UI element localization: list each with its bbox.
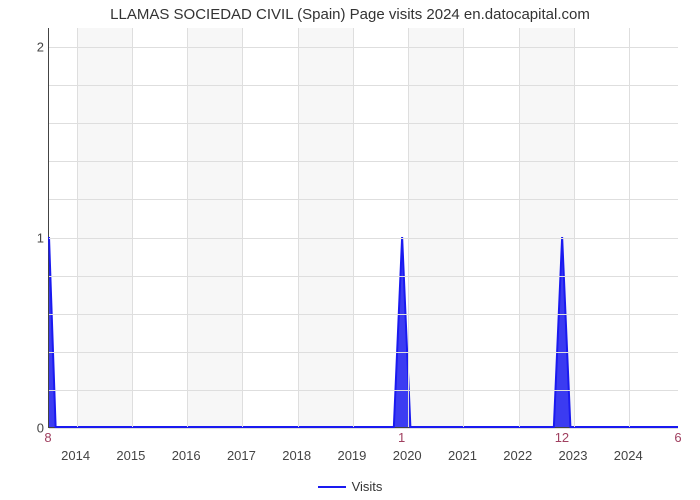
data-series <box>49 28 678 427</box>
y-gridline <box>49 199 678 200</box>
x-gridline <box>463 28 464 427</box>
x-tick-label: 2019 <box>337 448 366 463</box>
y-gridline <box>49 352 678 353</box>
x-tick-label: 2014 <box>61 448 90 463</box>
chart-title: LLAMAS SOCIEDAD CIVIL (Spain) Page visit… <box>0 6 700 23</box>
count-label: 6 <box>674 430 681 445</box>
x-gridline <box>242 28 243 427</box>
x-gridline <box>574 28 575 427</box>
series-line <box>49 237 678 427</box>
x-tick-label: 2017 <box>227 448 256 463</box>
x-gridline <box>519 28 520 427</box>
x-tick-label: 2024 <box>614 448 643 463</box>
plot-area <box>48 28 678 428</box>
y-gridline <box>49 390 678 391</box>
y-tick-label: 1 <box>4 230 44 245</box>
x-tick-label: 2021 <box>448 448 477 463</box>
x-gridline <box>187 28 188 427</box>
count-label: 1 <box>398 430 405 445</box>
y-gridline <box>49 428 678 429</box>
chart-container: LLAMAS SOCIEDAD CIVIL (Spain) Page visit… <box>0 0 700 500</box>
legend-label: Visits <box>352 479 383 494</box>
x-gridline <box>77 28 78 427</box>
x-tick-label: 2016 <box>172 448 201 463</box>
x-gridline <box>629 28 630 427</box>
series-area <box>49 237 678 427</box>
y-gridline <box>49 85 678 86</box>
x-gridline <box>132 28 133 427</box>
y-gridline <box>49 161 678 162</box>
x-gridline <box>353 28 354 427</box>
x-gridline <box>408 28 409 427</box>
y-gridline <box>49 123 678 124</box>
x-tick-label: 2022 <box>503 448 532 463</box>
legend-swatch <box>318 486 346 488</box>
y-tick-label: 2 <box>4 40 44 55</box>
x-gridline <box>298 28 299 427</box>
legend: Visits <box>0 478 700 494</box>
y-gridline <box>49 314 678 315</box>
y-tick-label: 0 <box>4 421 44 436</box>
x-tick-label: 2015 <box>116 448 145 463</box>
x-tick-label: 2020 <box>393 448 422 463</box>
y-gridline <box>49 276 678 277</box>
count-label: 8 <box>44 430 51 445</box>
x-tick-label: 2023 <box>559 448 588 463</box>
y-gridline <box>49 47 678 48</box>
count-label: 12 <box>555 430 569 445</box>
x-tick-label: 2018 <box>282 448 311 463</box>
y-gridline <box>49 238 678 239</box>
